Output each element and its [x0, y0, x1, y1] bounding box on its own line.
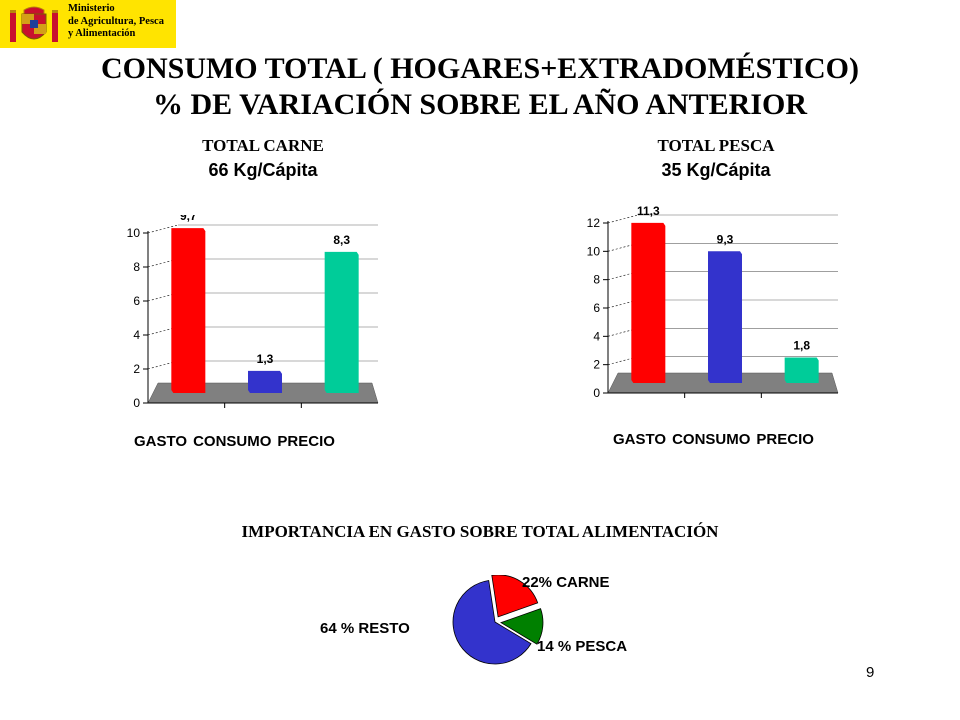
pie-slice-resto [452, 580, 532, 665]
pie-label-pesca: 14 % PESCA [537, 638, 628, 655]
ministry-line: de Agricultura, Pesca [68, 15, 164, 27]
category-label: PRECIO [277, 433, 335, 450]
page-number: 9 [866, 664, 875, 681]
carne-category-labels: GASTO CONSUMO PRECIO [134, 433, 341, 450]
page-title: CONSUMO TOTAL ( HOGARES+EXTRADOMÉSTICO) [100, 52, 860, 85]
data-label: 9,7 [180, 215, 197, 223]
y-tick-label: 2 [133, 362, 140, 376]
ministry-name: Ministerio de Agricultura, Pesca y Alime… [68, 3, 164, 41]
bar [708, 251, 742, 383]
ministry-logo: Ministerio de Agricultura, Pesca y Alime… [0, 0, 176, 48]
category-label: GASTO [134, 433, 188, 450]
data-label: 1,8 [793, 339, 810, 353]
y-tick-label: 0 [593, 386, 600, 400]
carne-chart-subtitle: 66 Kg/Cápita [208, 160, 318, 180]
data-label: 8,3 [333, 233, 350, 247]
y-tick-label: 8 [133, 260, 140, 274]
y-tick-label: 6 [593, 301, 600, 315]
y-tick-label: 6 [133, 294, 140, 308]
pesca-chart-title: TOTAL PESCA [657, 136, 775, 155]
data-label: 1,3 [257, 352, 274, 366]
pie-label-resto: 64 % RESTO [320, 620, 410, 637]
ministry-line: Ministerio [68, 3, 115, 14]
pie-slice-pesca [500, 608, 544, 645]
pie-slice-carne [491, 575, 539, 618]
data-label: 9,3 [717, 232, 734, 246]
data-label: 11,3 [637, 205, 660, 218]
gridline-diagonal [147, 224, 179, 234]
pie-chart-title: IMPORTANCIA EN GASTO SOBRE TOTAL ALIMENT… [241, 522, 719, 541]
bar [324, 251, 359, 393]
y-tick-label: 10 [127, 226, 141, 240]
y-tick-label: 4 [593, 329, 600, 343]
category-label: GASTO [613, 431, 667, 448]
category-label: CONSUMO [672, 431, 751, 448]
y-tick-label: 10 [587, 244, 601, 258]
gasto-pie-chart [452, 575, 544, 665]
bar [784, 357, 819, 383]
page-subtitle: % DE VARIACIÓN SOBRE EL AÑO ANTERIOR [152, 88, 808, 121]
bar [248, 370, 282, 393]
carne-chart-title: TOTAL CARNE [202, 136, 324, 155]
category-label: CONSUMO [193, 433, 272, 450]
gridline-diagonal [607, 214, 639, 224]
pie-label-carne: 22% CARNE [522, 574, 610, 591]
pesca-bar-chart: 0 2 4 6 8 10 12 11,3 9,3 1,8 [587, 205, 839, 400]
carne-bar-chart: 0 2 4 6 8 10 9,7 1,3 8,3 [127, 215, 379, 410]
category-label: PRECIO [756, 431, 814, 448]
bar [631, 222, 666, 383]
pesca-category-labels: GASTO CONSUMO PRECIO [613, 431, 820, 448]
y-tick-label: 4 [133, 328, 140, 342]
y-tick-label: 12 [587, 216, 601, 230]
pesca-chart-subtitle: 35 Kg/Cápita [661, 160, 771, 180]
y-tick-label: 0 [133, 396, 140, 410]
y-tick-label: 8 [593, 273, 600, 287]
bar [171, 228, 206, 393]
ministry-line: y Alimentación [68, 28, 136, 39]
coat-of-arms-icon [10, 6, 58, 42]
y-tick-label: 2 [593, 358, 600, 372]
